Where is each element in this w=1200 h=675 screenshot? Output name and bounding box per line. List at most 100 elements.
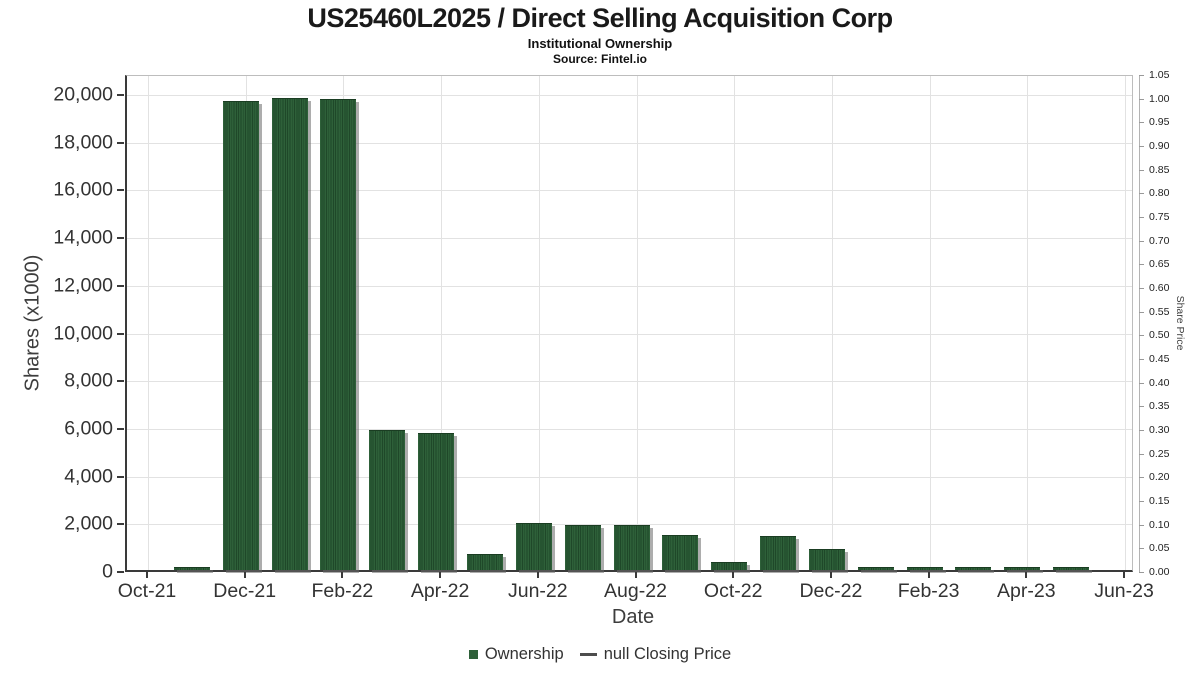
legend-item-0[interactable]: Ownership	[468, 645, 564, 664]
y-left-tick-label: 8,000	[64, 369, 113, 392]
y-right-tick	[1139, 311, 1144, 313]
ownership-bar-Dec-22[interactable]	[808, 549, 845, 570]
h-gridline	[127, 95, 1132, 96]
y-right-tick-label: 0.60	[1149, 282, 1170, 294]
x-tick-label: Jun-23	[1094, 580, 1154, 602]
y-right-tick	[1139, 169, 1144, 171]
ownership-bar-Sep-22[interactable]	[662, 535, 699, 570]
x-tick	[1025, 572, 1028, 578]
y-right-tick	[1139, 548, 1144, 550]
y-left-tick-label: 0	[102, 560, 113, 583]
y-left-tick	[117, 94, 124, 96]
y-right-tick	[1139, 406, 1144, 408]
y-left-tick	[117, 427, 124, 430]
y-right-tick	[1139, 335, 1144, 337]
right-axis-spine	[1139, 75, 1140, 572]
ownership-bar-Feb-22[interactable]	[320, 98, 357, 570]
x-tick-label: Feb-23	[897, 580, 960, 602]
y-left-tick	[117, 475, 124, 478]
ownership-bar-Apr-22[interactable]	[418, 432, 455, 570]
v-gridline	[1125, 76, 1126, 570]
ownership-bar-Aug-22[interactable]	[613, 524, 650, 570]
y-left-tick	[117, 141, 124, 144]
y-right-tick-label: 0.95	[1149, 116, 1170, 129]
x-tick	[536, 572, 539, 578]
x-tick-label: Aug-22	[604, 580, 667, 602]
x-tick	[439, 572, 442, 578]
y-right-tick-label: 0.75	[1149, 211, 1170, 223]
y-right-tick	[1139, 382, 1144, 384]
x-tick-label: Feb-22	[311, 580, 374, 602]
chart-source-label: Source: Fintel.io	[552, 52, 647, 66]
h-gridline	[127, 476, 1132, 478]
ownership-bar-Mar-23[interactable]	[955, 567, 992, 570]
y-right-tick-label: 0.25	[1149, 447, 1170, 460]
y-right-tick	[1139, 501, 1144, 502]
ownership-bar-Dec-21[interactable]	[222, 101, 259, 570]
y-left-tick-label: 14,000	[53, 226, 113, 249]
y-right-tick-label: 1.05	[1149, 69, 1170, 81]
y-left-tick-label: 6,000	[64, 417, 113, 440]
y-right-tick	[1139, 359, 1144, 360]
legend: Ownership null Closing Price	[0, 645, 1200, 664]
x-tick	[732, 572, 735, 578]
ownership-bar-Apr-23[interactable]	[1004, 567, 1041, 570]
y-right-tick	[1139, 430, 1144, 431]
x-axis-title: Date	[611, 606, 655, 628]
h-gridline	[127, 333, 1132, 335]
y-left-tick-label: 18,000	[53, 131, 113, 154]
y-right-tick	[1139, 217, 1144, 218]
y-right-tick-label: 0.55	[1149, 305, 1170, 318]
y-right-tick-label: 0.45	[1149, 353, 1170, 365]
x-tick	[634, 572, 637, 578]
y-right-tick	[1139, 146, 1144, 147]
ownership-bar-Jun-22[interactable]	[515, 523, 552, 570]
y-right-tick-label: 0.85	[1149, 163, 1170, 176]
ownership-bar-Jan-22[interactable]	[271, 97, 308, 570]
y-right-tick-label: 0.00	[1149, 566, 1170, 578]
v-gridline	[441, 76, 443, 570]
y-right-tick-label: 0.35	[1149, 400, 1170, 413]
v-gridline	[734, 76, 736, 570]
y-left-tick	[117, 571, 124, 573]
y-right-tick-label: 0.65	[1149, 258, 1170, 271]
legend-item-1[interactable]: null Closing Price	[579, 645, 732, 664]
y-left-tick	[117, 284, 124, 287]
ownership-bar-Nov-22[interactable]	[760, 536, 797, 570]
y-right-tick	[1139, 572, 1144, 573]
y-right-tick-label: 0.30	[1149, 424, 1170, 436]
ownership-bar-Mar-22[interactable]	[369, 429, 406, 570]
y-right-tick	[1139, 453, 1144, 455]
legend-item-label: null Closing Price	[603, 645, 732, 663]
x-tick-label: Dec-21	[213, 580, 277, 602]
plot-area	[125, 75, 1133, 572]
y-left-tick	[117, 237, 124, 240]
ownership-bar-Oct-22[interactable]	[711, 562, 748, 570]
h-gridline	[127, 285, 1132, 287]
h-gridline	[127, 142, 1132, 144]
y-left-tick-label: 10,000	[53, 322, 113, 344]
x-tick	[146, 572, 148, 578]
y-left-tick-label: 20,000	[53, 83, 113, 106]
v-gridline	[636, 76, 638, 570]
ownership-bar-Feb-23[interactable]	[906, 567, 943, 570]
x-tick-label: Oct-22	[703, 580, 763, 602]
y-left-tick	[117, 380, 124, 383]
ownership-bar-Jul-22[interactable]	[564, 524, 601, 570]
y-right-tick	[1139, 75, 1144, 76]
y-right-tick-label: 0.70	[1149, 234, 1170, 247]
ownership-bar-Nov-21[interactable]	[173, 567, 210, 570]
ownership-bar-May-23[interactable]	[1053, 567, 1090, 570]
x-tick-label: Dec-22	[799, 580, 863, 602]
y-left-tick	[117, 189, 124, 192]
ownership-bar-May-22[interactable]	[466, 554, 503, 570]
y-right-tick	[1139, 288, 1144, 289]
ownership-bar-Jan-23[interactable]	[857, 567, 894, 570]
v-gridline	[538, 76, 540, 570]
y-left-tick-label: 4,000	[64, 465, 113, 488]
legend-square-marker-icon	[468, 650, 478, 659]
y-right-tick-label: 0.20	[1149, 471, 1170, 484]
y-left-tick	[117, 332, 124, 335]
x-tick	[341, 572, 344, 578]
x-tick	[243, 572, 246, 578]
